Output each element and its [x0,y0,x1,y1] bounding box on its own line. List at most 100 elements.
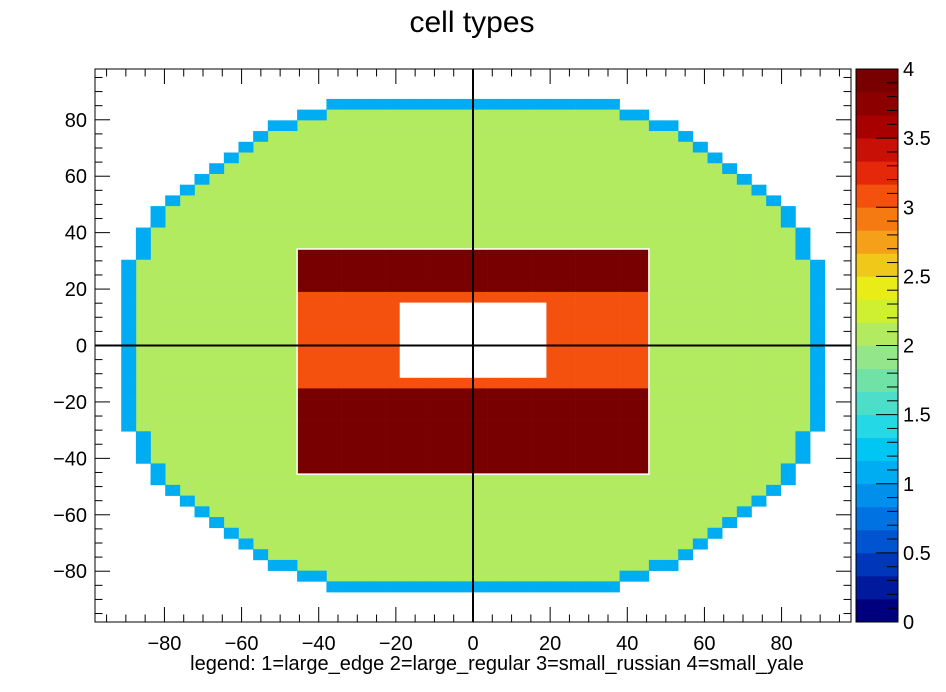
heatmap-cell [751,324,767,336]
heatmap-cell [766,399,782,411]
heatmap-cell [326,549,342,561]
heatmap-cell [604,506,620,518]
heatmap-cell [297,281,313,293]
heatmap-cell [795,249,811,261]
heatmap-cell [810,302,826,314]
heatmap-cell [165,281,181,293]
heatmap-cell [297,517,313,529]
heatmap-cell [487,184,503,196]
heatmap-cell [326,173,342,185]
heatmap-cell [326,216,342,228]
heatmap-cell [604,559,620,571]
heatmap-cell [546,581,562,593]
heatmap-cell [150,463,166,475]
heatmap-cell [429,270,444,282]
heatmap-cell [399,484,415,496]
heatmap-cell [487,131,503,143]
heatmap-cell [516,549,532,561]
heatmap-cell [326,324,342,336]
heatmap-cell [267,420,283,432]
heatmap-cell [619,206,635,218]
heatmap-cell [370,409,386,421]
heatmap-cell [223,291,239,303]
heatmap-cell [385,377,401,389]
heatmap-cell [619,281,635,293]
heatmap-cell [560,195,576,207]
heatmap-cell [223,216,239,228]
heatmap-cell [297,495,313,507]
heatmap-cell [692,324,708,336]
heatmap-cell [297,120,313,132]
heatmap-cell [194,420,210,432]
heatmap-cell [780,345,796,357]
heatmap-cell [414,281,430,293]
heatmap-cell [810,356,826,368]
heatmap-cell [135,441,151,454]
heatmap-cell [663,431,679,443]
heatmap-cell [473,517,488,529]
heatmap-cell [399,216,415,228]
heatmap-cell [326,506,342,518]
heatmap-cell [179,431,195,443]
heatmap-cell [516,474,532,486]
heatmap-cell [443,409,459,421]
heatmap-cell [355,173,371,185]
heatmap-cell [223,441,239,454]
heatmap-cell [766,463,782,475]
heatmap-cell [575,163,591,175]
colorbar-band [856,253,898,277]
heatmap-cell [326,141,342,153]
heatmap-cell [590,173,606,185]
heatmap-cell [355,249,371,261]
heatmap-cell [370,163,386,175]
colorbar-band [856,230,898,254]
y-tick-label: 20 [65,279,87,301]
heatmap-cell [516,98,532,110]
heatmap-cell [238,324,254,336]
heatmap-cell [678,270,694,282]
heatmap-cell [399,141,415,153]
heatmap-cell [355,109,371,121]
heatmap-cell [267,120,283,132]
heatmap-cell [135,345,151,357]
heatmap-cell [516,184,532,196]
heatmap-cell [135,377,151,389]
heatmap-cell [560,399,576,411]
heatmap-cell [399,581,415,593]
heatmap-cell [722,409,738,421]
heatmap-cell [531,184,547,196]
heatmap-cell [179,409,195,421]
heatmap-cell [429,463,444,475]
heatmap-cell [458,506,474,518]
heatmap-cell [707,163,723,175]
heatmap-cell [502,506,518,518]
heatmap-cell [253,206,269,218]
heatmap-cell [414,581,430,593]
heatmap-cell [253,431,269,443]
heatmap-cell [473,270,488,282]
heatmap-cell [223,270,239,282]
heatmap-cell [370,431,386,443]
heatmap-cell [722,345,738,357]
heatmap-cell [209,399,225,411]
heatmap-cell [399,538,415,550]
heatmap-cell [179,227,195,239]
heatmap-cell [399,270,415,282]
heatmap-cell [414,152,430,164]
heatmap-cell [663,206,679,218]
heatmap-cell [297,131,313,143]
heatmap-cell [590,570,606,582]
heatmap-cell [575,120,591,132]
heatmap-cell [619,173,635,185]
heatmap-cell [150,441,166,454]
heatmap-cell [370,377,386,389]
heatmap-cell [267,152,283,164]
heatmap-cell [223,495,239,507]
heatmap-cell [326,452,342,464]
heatmap-cell [443,270,459,282]
heatmap-cell [253,474,269,486]
heatmap-cell [487,152,503,164]
heatmap-cell [648,281,664,293]
heatmap-cell [458,495,474,507]
heatmap-cell [604,98,620,110]
